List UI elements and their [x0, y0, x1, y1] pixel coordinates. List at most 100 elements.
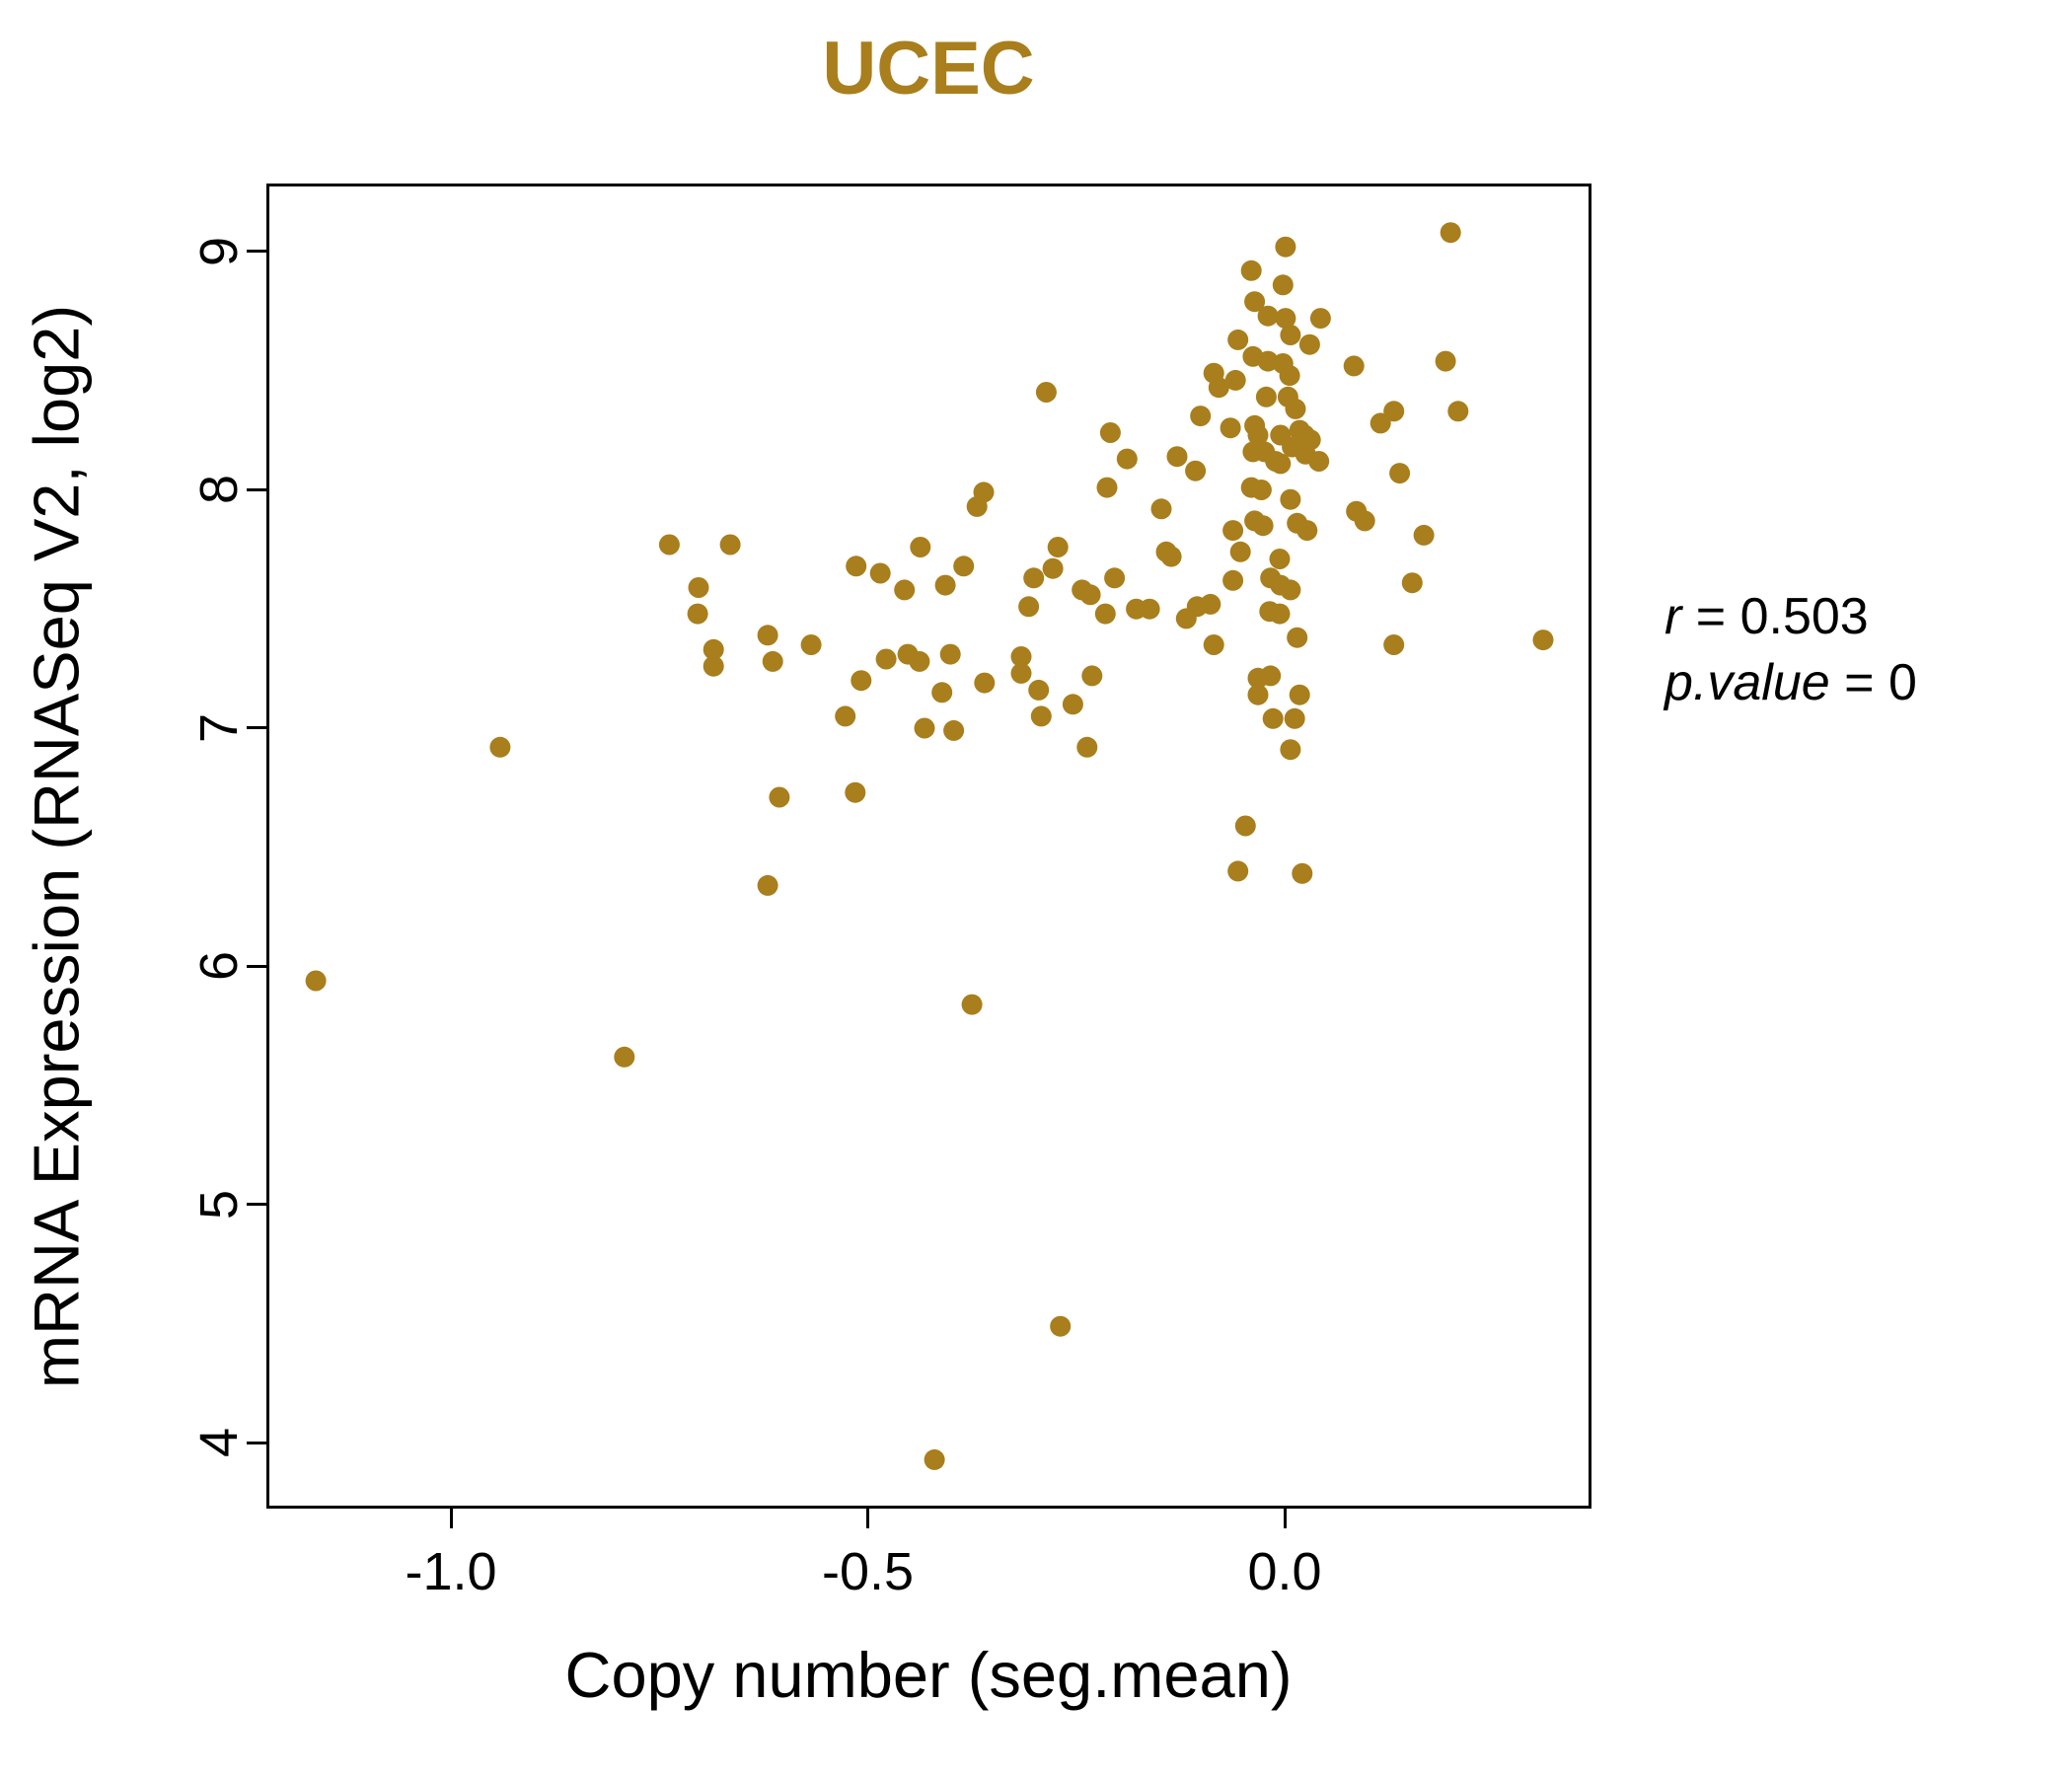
data-point — [1285, 398, 1306, 419]
data-point — [1175, 608, 1197, 629]
data-point — [1413, 524, 1435, 546]
p-value-line: p.value = 0 — [1665, 654, 1917, 711]
data-point — [1401, 572, 1423, 594]
data-point — [1096, 477, 1118, 498]
data-point — [1023, 567, 1045, 589]
data-point — [1532, 629, 1554, 651]
data-point — [1296, 520, 1318, 542]
data-point — [1150, 498, 1172, 520]
data-point — [1227, 860, 1249, 882]
data-point — [688, 577, 709, 598]
data-point — [1076, 736, 1098, 758]
data-point — [1298, 333, 1320, 355]
data-point — [846, 555, 867, 577]
data-point — [1227, 329, 1249, 350]
data-point — [1275, 308, 1296, 330]
x-axis-label: Copy number (seg.mean) — [564, 1639, 1293, 1711]
data-point — [931, 682, 953, 703]
data-point — [1018, 596, 1040, 618]
data-point — [1308, 451, 1330, 472]
data-point — [1028, 679, 1050, 701]
x-axis-tick — [449, 1509, 453, 1528]
data-point — [719, 534, 741, 555]
data-point — [1222, 520, 1244, 542]
correlation-annotation: r = 0.503 p.value = 0 — [1665, 584, 1917, 716]
data-point — [1284, 707, 1305, 729]
y-tick-label: 4 — [189, 1428, 249, 1458]
data-point — [1244, 291, 1266, 313]
data-point — [1047, 537, 1069, 557]
data-point — [1094, 603, 1116, 625]
y-axis-tick — [247, 1441, 266, 1444]
data-point — [1262, 707, 1284, 729]
data-point — [305, 970, 327, 992]
data-point — [757, 625, 778, 646]
data-point — [1280, 739, 1301, 761]
y-tick-label: 6 — [189, 951, 249, 982]
data-point — [1292, 862, 1313, 884]
data-point — [1447, 401, 1469, 422]
data-point — [1279, 365, 1300, 387]
data-point — [1030, 705, 1052, 727]
data-point — [1389, 463, 1411, 484]
data-point — [961, 994, 983, 1015]
data-point — [914, 717, 935, 739]
data-point — [1010, 662, 1032, 684]
y-axis-tick — [247, 964, 266, 968]
data-point — [1280, 579, 1301, 601]
data-point — [1042, 557, 1064, 579]
data-point — [869, 562, 891, 584]
data-point — [1190, 406, 1212, 427]
x-axis-tick — [866, 1509, 870, 1528]
data-point — [939, 643, 961, 665]
y-axis-tick — [247, 1203, 266, 1207]
data-point — [1270, 453, 1292, 475]
data-point — [1309, 308, 1331, 330]
data-point — [1079, 584, 1101, 606]
data-point — [769, 786, 790, 808]
data-point — [1289, 684, 1310, 705]
correlation-r-line: r = 0.503 — [1665, 588, 1869, 645]
data-point — [1343, 355, 1365, 377]
y-axis-tick — [247, 726, 266, 730]
data-point — [1287, 627, 1308, 648]
data-point — [835, 705, 856, 727]
data-point — [1255, 386, 1277, 407]
data-point — [1250, 480, 1272, 500]
data-point — [1220, 417, 1241, 439]
x-tick-label: -0.5 — [821, 1542, 915, 1601]
data-point — [943, 719, 965, 741]
data-point — [875, 648, 897, 670]
data-point — [974, 672, 996, 694]
data-point — [894, 579, 916, 601]
data-point — [1234, 815, 1256, 837]
data-point — [703, 638, 724, 660]
data-point — [1208, 377, 1229, 399]
data-point — [762, 650, 783, 672]
y-tick-label: 7 — [189, 712, 249, 744]
data-point — [1280, 488, 1301, 510]
data-point — [1166, 446, 1188, 468]
x-tick-label: -1.0 — [405, 1542, 497, 1601]
data-point — [934, 574, 956, 596]
data-point — [1062, 694, 1083, 715]
data-point — [910, 537, 931, 557]
data-point — [924, 1448, 945, 1470]
data-point — [1280, 325, 1301, 345]
y-axis-tick — [247, 487, 266, 491]
scatter-points-layer — [305, 222, 1554, 1470]
data-point — [489, 736, 511, 758]
y-axis-label: mRNA Expression (RNASeq V2, log2) — [20, 304, 93, 1389]
chart-title: UCEC — [822, 27, 1035, 111]
data-point — [1440, 222, 1461, 244]
data-point — [851, 670, 872, 692]
data-point — [1099, 422, 1121, 443]
data-point — [1354, 510, 1375, 532]
data-point — [800, 634, 822, 655]
data-point — [1435, 350, 1456, 372]
data-point — [1260, 665, 1282, 687]
y-tick-label: 8 — [189, 475, 249, 505]
data-point — [1275, 236, 1296, 258]
data-point — [1104, 567, 1126, 589]
data-point — [1383, 634, 1405, 655]
